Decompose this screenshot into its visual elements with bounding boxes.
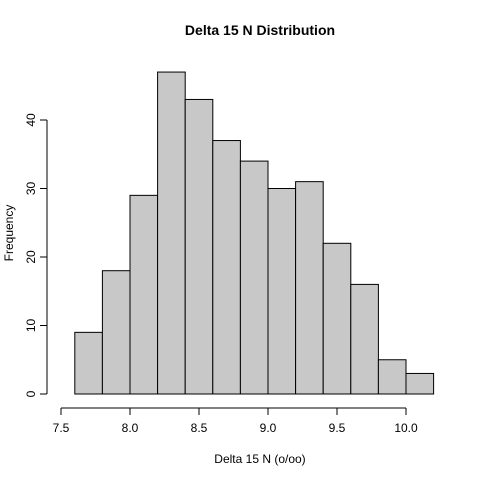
x-tick-label: 7.5 xyxy=(53,421,70,435)
y-tick-label: 40 xyxy=(24,113,38,127)
x-axis-label: Delta 15 N (o/oo) xyxy=(214,452,305,466)
histogram-bar-7 xyxy=(267,188,297,395)
histogram-bar-3 xyxy=(157,71,186,395)
y-tick-label: 10 xyxy=(24,319,38,333)
y-axis-label: Frequency xyxy=(2,205,16,262)
x-axis: 7.5 8.0 8.5 9.0 9.5 10.0 xyxy=(53,407,418,435)
histogram-bar-10 xyxy=(350,283,379,395)
histogram-bar-1 xyxy=(101,270,131,395)
y-tick-label: 20 xyxy=(24,250,38,264)
histogram-bar-0 xyxy=(74,331,103,395)
histogram-bar-4 xyxy=(184,98,214,395)
histogram-bar-8 xyxy=(295,181,324,395)
histogram-bar-6 xyxy=(239,160,269,395)
y-axis: 0 10 20 30 40 xyxy=(24,113,48,397)
x-tick-label: 8.0 xyxy=(122,421,139,435)
histogram-bar-2 xyxy=(129,194,159,395)
x-tick-label: 9.0 xyxy=(260,421,277,435)
y-tick-label: 30 xyxy=(24,182,38,196)
bars-group xyxy=(74,71,435,395)
histogram-bar-9 xyxy=(322,242,352,395)
x-tick-label: 10.0 xyxy=(394,421,418,435)
histogram-bar-5 xyxy=(212,140,241,395)
x-tick-label: 9.5 xyxy=(329,421,346,435)
chart-title: Delta 15 N Distribution xyxy=(185,22,335,38)
x-tick-label: 8.5 xyxy=(191,421,208,435)
histogram-bar-12 xyxy=(405,372,435,395)
histogram-bar-11 xyxy=(377,359,407,395)
y-tick-label: 0 xyxy=(24,390,38,397)
